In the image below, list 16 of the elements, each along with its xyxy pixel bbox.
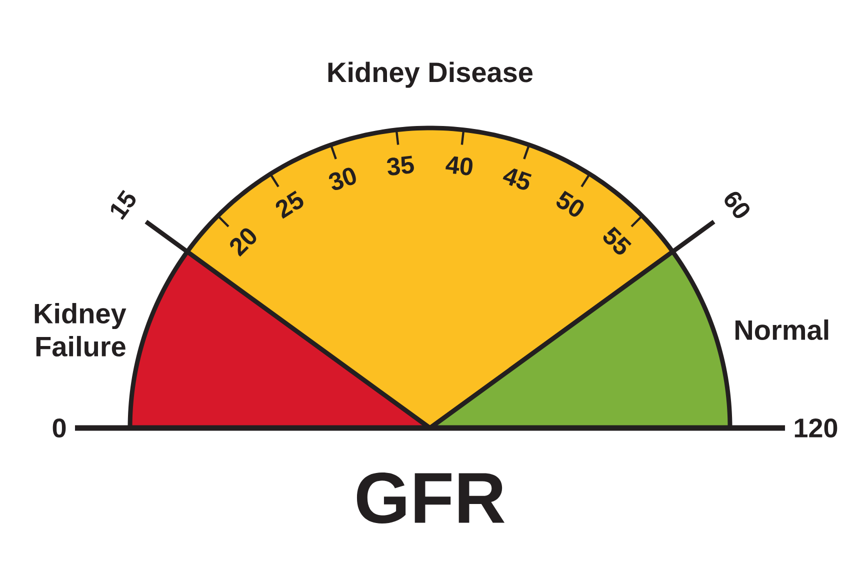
text: 15 [111,190,136,220]
text: 45 [502,168,532,190]
text: 20 [230,228,256,257]
text: 40 [446,156,473,176]
text: 25 [276,190,304,219]
text: 55 [603,226,632,254]
text: 35 [387,156,414,176]
slice-label: Normal [736,319,828,340]
slice-label: Kidney Disease [328,62,533,88]
text: 30 [328,168,356,190]
text: 60 [724,192,750,218]
slice-label: Kidney Failure [34,302,126,357]
text: 50 [556,190,584,217]
text: GFR [356,472,505,524]
text: 0 [52,418,66,438]
text: 120 [794,418,838,438]
